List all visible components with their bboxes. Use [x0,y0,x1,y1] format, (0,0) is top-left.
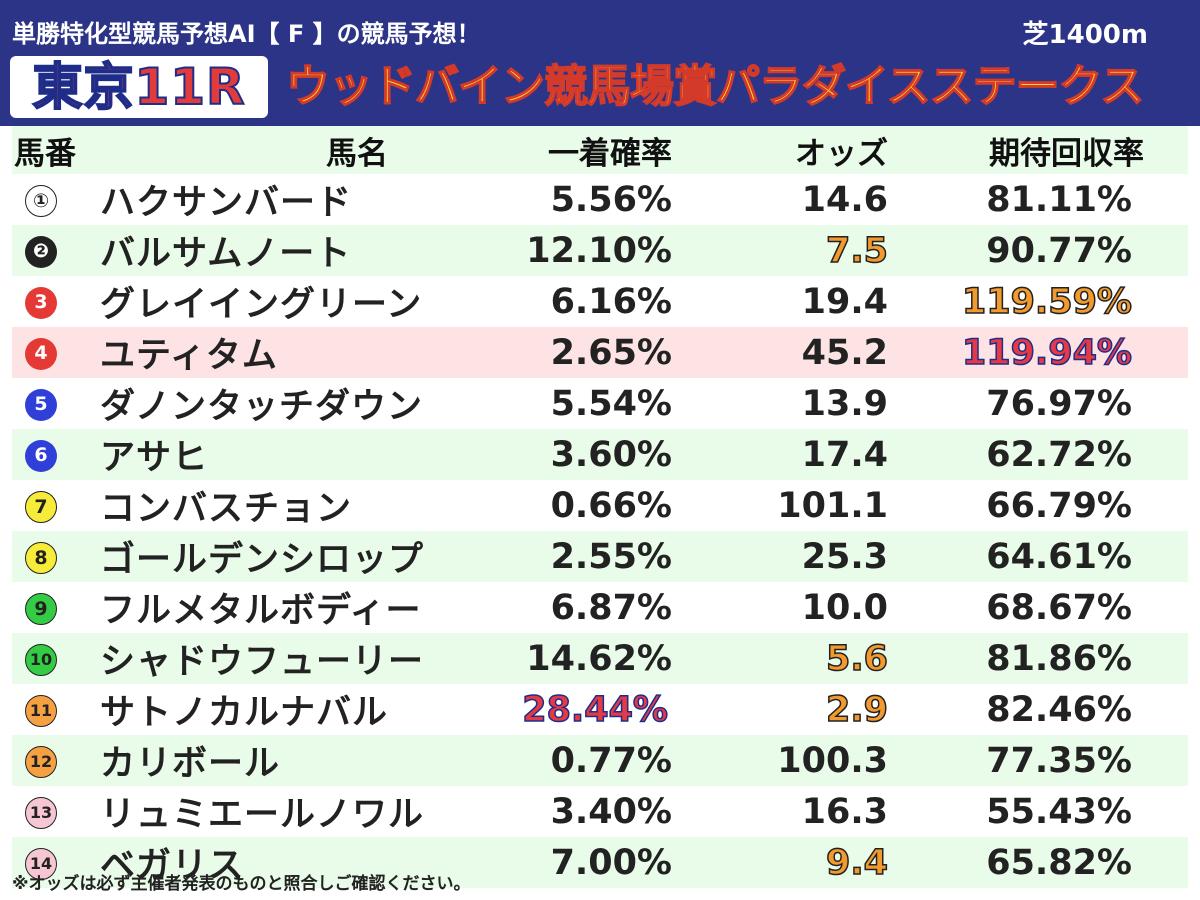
table-row: 4 ユティタム 2.65% 45.2 119.94% [12,327,1188,378]
expected-return: 77.35% [986,740,1132,781]
odds: 25.3 [801,536,888,577]
odds-highlighted: 7.5 [825,230,889,272]
table-row: 3 グレイイングリーン 6.16% 19.4 119.59% [12,276,1188,327]
odds-highlighted: 9.4 [825,842,889,884]
win-probability: 3.60% [550,434,672,475]
win-probability: 14.62% [526,638,672,679]
win-probability: 0.77% [550,740,672,781]
table-row: ❷ バルサムノート 12.10% 7.5 90.77% [12,225,1188,276]
horse-number-badge: ① [25,184,57,217]
race-number: 東京11R [10,56,268,118]
horse-number-badge: ❷ [25,235,57,268]
race-name: ウッドバイン競馬場賞パラダイスステークス [286,60,1145,113]
horse-name: ダノンタッチダウン [100,387,423,427]
odds: 17.4 [801,434,888,475]
win-probability: 12.10% [526,230,672,271]
odds-highlighted: 2.9 [825,689,889,731]
table-row: 14 ベガリス 7.00% 9.4 65.82% [12,837,1188,888]
prediction-table: 馬番 馬名 一着確率 オッズ 期待回収率 ① ハクサンバード 5.56% 14.… [12,126,1188,888]
horse-number-badge: 7 [25,490,57,523]
column-header-name: 馬名 [326,135,388,172]
column-header-number: 馬番 [14,135,76,172]
win-probability: 2.55% [550,536,672,577]
expected-return: 81.11% [986,179,1132,220]
header-banner: 単勝特化型競馬予想AI【 F 】の競馬予想！ 芝1400m 東京11R ウッドバ… [0,0,1200,126]
win-probability: 5.54% [550,383,672,424]
horse-number-badge: 6 [25,439,57,472]
horse-name: ハクサンバード [100,183,353,223]
expected-return: 90.77% [986,230,1132,271]
odds: 10.0 [801,587,888,628]
horse-number-badge: 14 [25,847,57,880]
horse-number-badge: 10 [25,643,57,676]
table-row: 12 カリボール 0.77% 100.3 77.35% [12,735,1188,786]
odds-highlighted: 5.6 [825,638,889,680]
odds: 13.9 [801,383,888,424]
odds: 45.2 [801,332,888,373]
odds: 101.1 [777,485,888,526]
odds: 19.4 [801,281,888,322]
expected-return: 55.43% [986,791,1132,832]
table-row: 6 アサヒ 3.60% 17.4 62.72% [12,429,1188,480]
horse-number-badge: 13 [25,796,57,829]
horse-number-badge: 12 [25,745,57,778]
expected-return: 62.72% [986,434,1132,475]
horse-name: コンバスチョン [100,489,353,529]
table-row: 8 ゴールデンシロップ 2.55% 25.3 64.61% [12,531,1188,582]
horse-name: ゴールデンシロップ [100,540,425,580]
odds: 100.3 [777,740,888,781]
column-header-odds: オッズ [795,135,888,172]
expected-return: 82.46% [986,689,1132,730]
table-row: 10 シャドウフューリー 14.62% 5.6 81.86% [12,633,1188,684]
horse-number-badge: 3 [25,286,57,319]
horse-name: ユティタム [100,336,278,376]
horse-number-badge: 9 [25,592,57,625]
win-probability: 3.40% [550,791,672,832]
table-row: 11 サトノカルナバル 28.44% 2.9 82.46% [12,684,1188,735]
table-row: 7 コンバスチョン 0.66% 101.1 66.79% [12,480,1188,531]
expected-return: 66.79% [986,485,1132,526]
horse-name: フルメタルボディー [100,591,422,631]
expected-return-highlighted: 119.59% [961,281,1133,323]
table-row: 13 リュミエールノワル 3.40% 16.3 55.43% [12,786,1188,837]
table-header-row: 馬番 馬名 一着確率 オッズ 期待回収率 [12,126,1188,174]
table-row: 5 ダノンタッチダウン 5.54% 13.9 76.97% [12,378,1188,429]
expected-return: 81.86% [986,638,1132,679]
horse-number-badge: 4 [25,337,57,370]
win-probability-top: 28.44% [518,689,672,730]
horse-name: サトノカルナバル [100,693,389,733]
table-row: ① ハクサンバード 5.56% 14.6 81.11% [12,174,1188,225]
win-probability: 0.66% [550,485,672,526]
horse-name: リュミエールノワル [100,795,425,835]
expected-return: 76.97% [986,383,1132,424]
expected-return-top: 119.94% [961,332,1133,374]
odds: 14.6 [801,179,888,220]
horse-name: シャドウフューリー [100,642,425,682]
horse-name: カリボール [100,744,281,784]
win-probability: 5.56% [550,179,672,220]
horse-number-badge: 11 [25,694,57,727]
horse-number-badge: 5 [25,388,57,421]
horse-name: グレイイングリーン [100,285,423,325]
column-header-expected-return: 期待回収率 [989,135,1144,172]
win-probability: 7.00% [550,842,672,883]
expected-return: 68.67% [986,587,1132,628]
expected-return: 65.82% [986,842,1132,883]
footnote: ※オッズは必ず主催者発表のものと照合しご確認ください。 [12,874,471,894]
odds: 16.3 [801,791,888,832]
win-probability: 6.87% [550,587,672,628]
course-info: 芝1400m [1022,20,1148,50]
horse-name: アサヒ [100,438,209,478]
horse-name: ベガリス [100,846,245,886]
table-row: 9 フルメタルボディー 6.87% 10.0 68.67% [12,582,1188,633]
win-probability: 2.65% [550,332,672,373]
column-header-win-probability: 一着確率 [548,135,672,172]
horse-number-badge: 8 [25,541,57,574]
horse-name: バルサムノート [100,234,352,274]
subtitle: 単勝特化型競馬予想AI【 F 】の競馬予想！ [12,20,481,48]
expected-return: 64.61% [986,536,1132,577]
win-probability: 6.16% [550,281,672,322]
